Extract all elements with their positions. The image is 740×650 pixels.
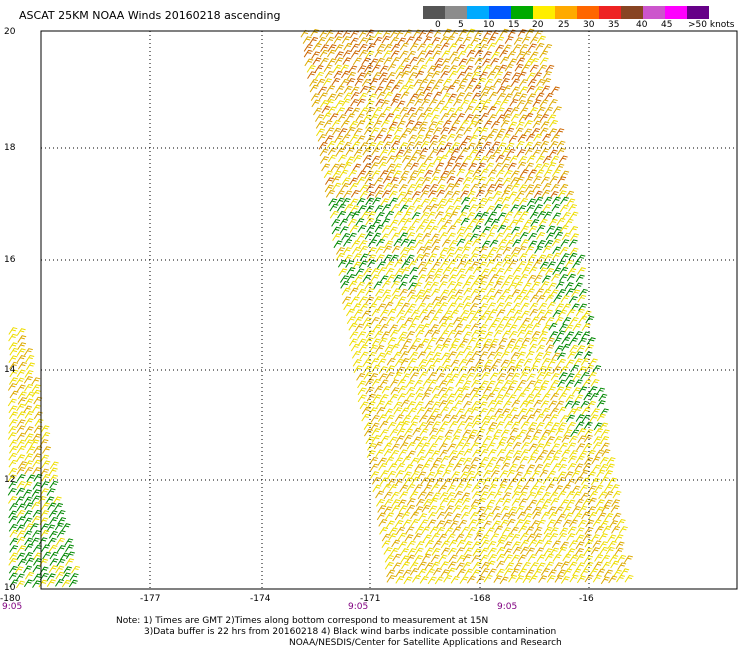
legend-label: 5 (458, 20, 464, 30)
legend-swatch (423, 6, 445, 19)
wind-barb-swaths (7, 28, 634, 589)
map-frame (40, 30, 738, 590)
lon-tick-label: -168 (470, 594, 491, 604)
legend-label: 20 (532, 20, 544, 30)
legend-swatch (467, 6, 489, 19)
lat-tick-label: 20 (4, 27, 16, 37)
legend-label: 10 (483, 20, 495, 30)
legend-swatch (687, 6, 709, 19)
lon-tick-label: -174 (250, 594, 271, 604)
lon-tick-label: -16 (579, 594, 594, 604)
legend-swatch (489, 6, 511, 19)
legend-label: >50 knots (688, 20, 735, 30)
legend-swatch (445, 6, 467, 19)
map-title: ASCAT 25KM NOAA Winds 20160218 ascending (19, 9, 281, 22)
legend-swatch (533, 6, 555, 19)
legend-label: 15 (508, 20, 520, 30)
lat-tick-label: 10 (4, 583, 16, 593)
lat-tick-label: 14 (4, 365, 16, 375)
legend-label: 40 (636, 20, 648, 30)
lat-tick-label: 16 (4, 255, 16, 265)
legend-swatch (577, 6, 599, 19)
time-label: 9:05 (497, 602, 517, 612)
lon-tick-label: -171 (360, 594, 380, 604)
legend-label: 35 (608, 20, 620, 30)
legend-label: 0 (435, 20, 441, 30)
lat-lon-grid (41, 31, 737, 589)
axis-labels: 20 18 16 14 12 10-180 -177 -174 -171 -168 -16 9:05 9… (0, 27, 594, 612)
legend-swatch (555, 6, 577, 19)
wind-speed-legend: 0 5 10 15 20 25 30 35 40 45 >50 knots (0, 0, 740, 36)
legend-swatch (599, 6, 621, 19)
legend-swatch (643, 6, 665, 19)
note-line-2: 3)Data buffer is 22 hrs from 20160218 4)… (144, 627, 557, 637)
time-label: 9:05 (2, 602, 22, 612)
note-line-1: Note: 1) Times are GMT 2)Times along bot… (116, 616, 489, 626)
legend-label: 25 (558, 20, 570, 30)
lat-tick-label: 12 (4, 475, 15, 485)
legend-label: 45 (661, 20, 673, 30)
note-line-3: NOAA/NESDIS/Center for Satellite Applica… (289, 638, 562, 648)
legend-label: 30 (583, 20, 595, 30)
time-label: 9:05 (348, 602, 368, 612)
legend-swatch (511, 6, 533, 19)
lat-tick-label: 18 (4, 143, 16, 153)
legend-swatch (665, 6, 687, 19)
lon-tick-label: -177 (140, 594, 160, 604)
legend-swatch (621, 6, 643, 19)
lon-tick-label: -180 (0, 594, 21, 604)
